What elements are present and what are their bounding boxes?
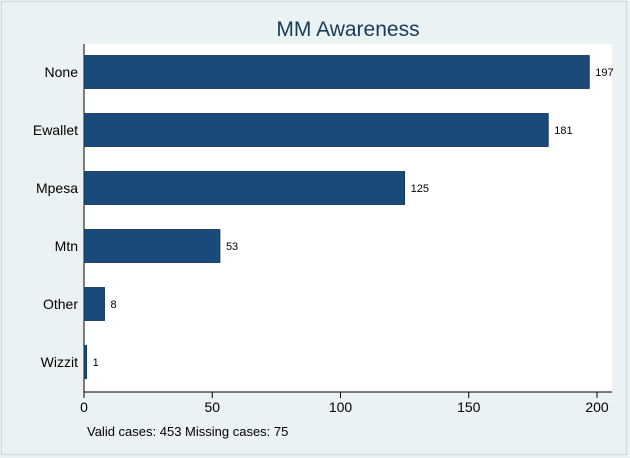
- x-tick-label-150: 150: [457, 399, 481, 415]
- bar-wizzit: [83, 345, 87, 379]
- x-tick-label-0: 0: [80, 399, 88, 415]
- category-label-other: Other: [43, 296, 78, 312]
- value-label-ewallet: 181: [554, 125, 572, 137]
- x-ticks-group: 0 50 100 150 200: [80, 392, 609, 415]
- value-label-mtn: 53: [226, 241, 238, 253]
- chart-title: MM Awareness: [276, 18, 419, 41]
- bars-group: None 197 Ewallet 181 Mpesa 125 Mtn 53 Other 8 Wizz…: [33, 55, 614, 379]
- bar-none: [83, 55, 590, 89]
- category-label-mtn: Mtn: [55, 238, 78, 254]
- bar-other: [83, 287, 105, 321]
- plot-area: [84, 44, 612, 392]
- value-label-none: 197: [595, 67, 613, 79]
- x-tick-label-100: 100: [329, 399, 353, 415]
- value-label-other: 8: [111, 299, 117, 311]
- x-tick-label-50: 50: [204, 399, 220, 415]
- category-label-mpesa: Mpesa: [36, 180, 78, 196]
- value-label-wizzit: 1: [93, 357, 99, 369]
- bar-mtn: [83, 229, 221, 263]
- category-label-none: None: [45, 64, 79, 80]
- category-label-wizzit: Wizzit: [41, 354, 78, 370]
- value-label-mpesa: 125: [411, 183, 429, 195]
- bar-mpesa: [83, 171, 406, 205]
- cases-note: Valid cases: 453 Missing cases: 75: [87, 424, 288, 439]
- x-tick-label-200: 200: [585, 399, 609, 415]
- bar-ewallet: [83, 113, 549, 147]
- category-label-ewallet: Ewallet: [33, 122, 78, 138]
